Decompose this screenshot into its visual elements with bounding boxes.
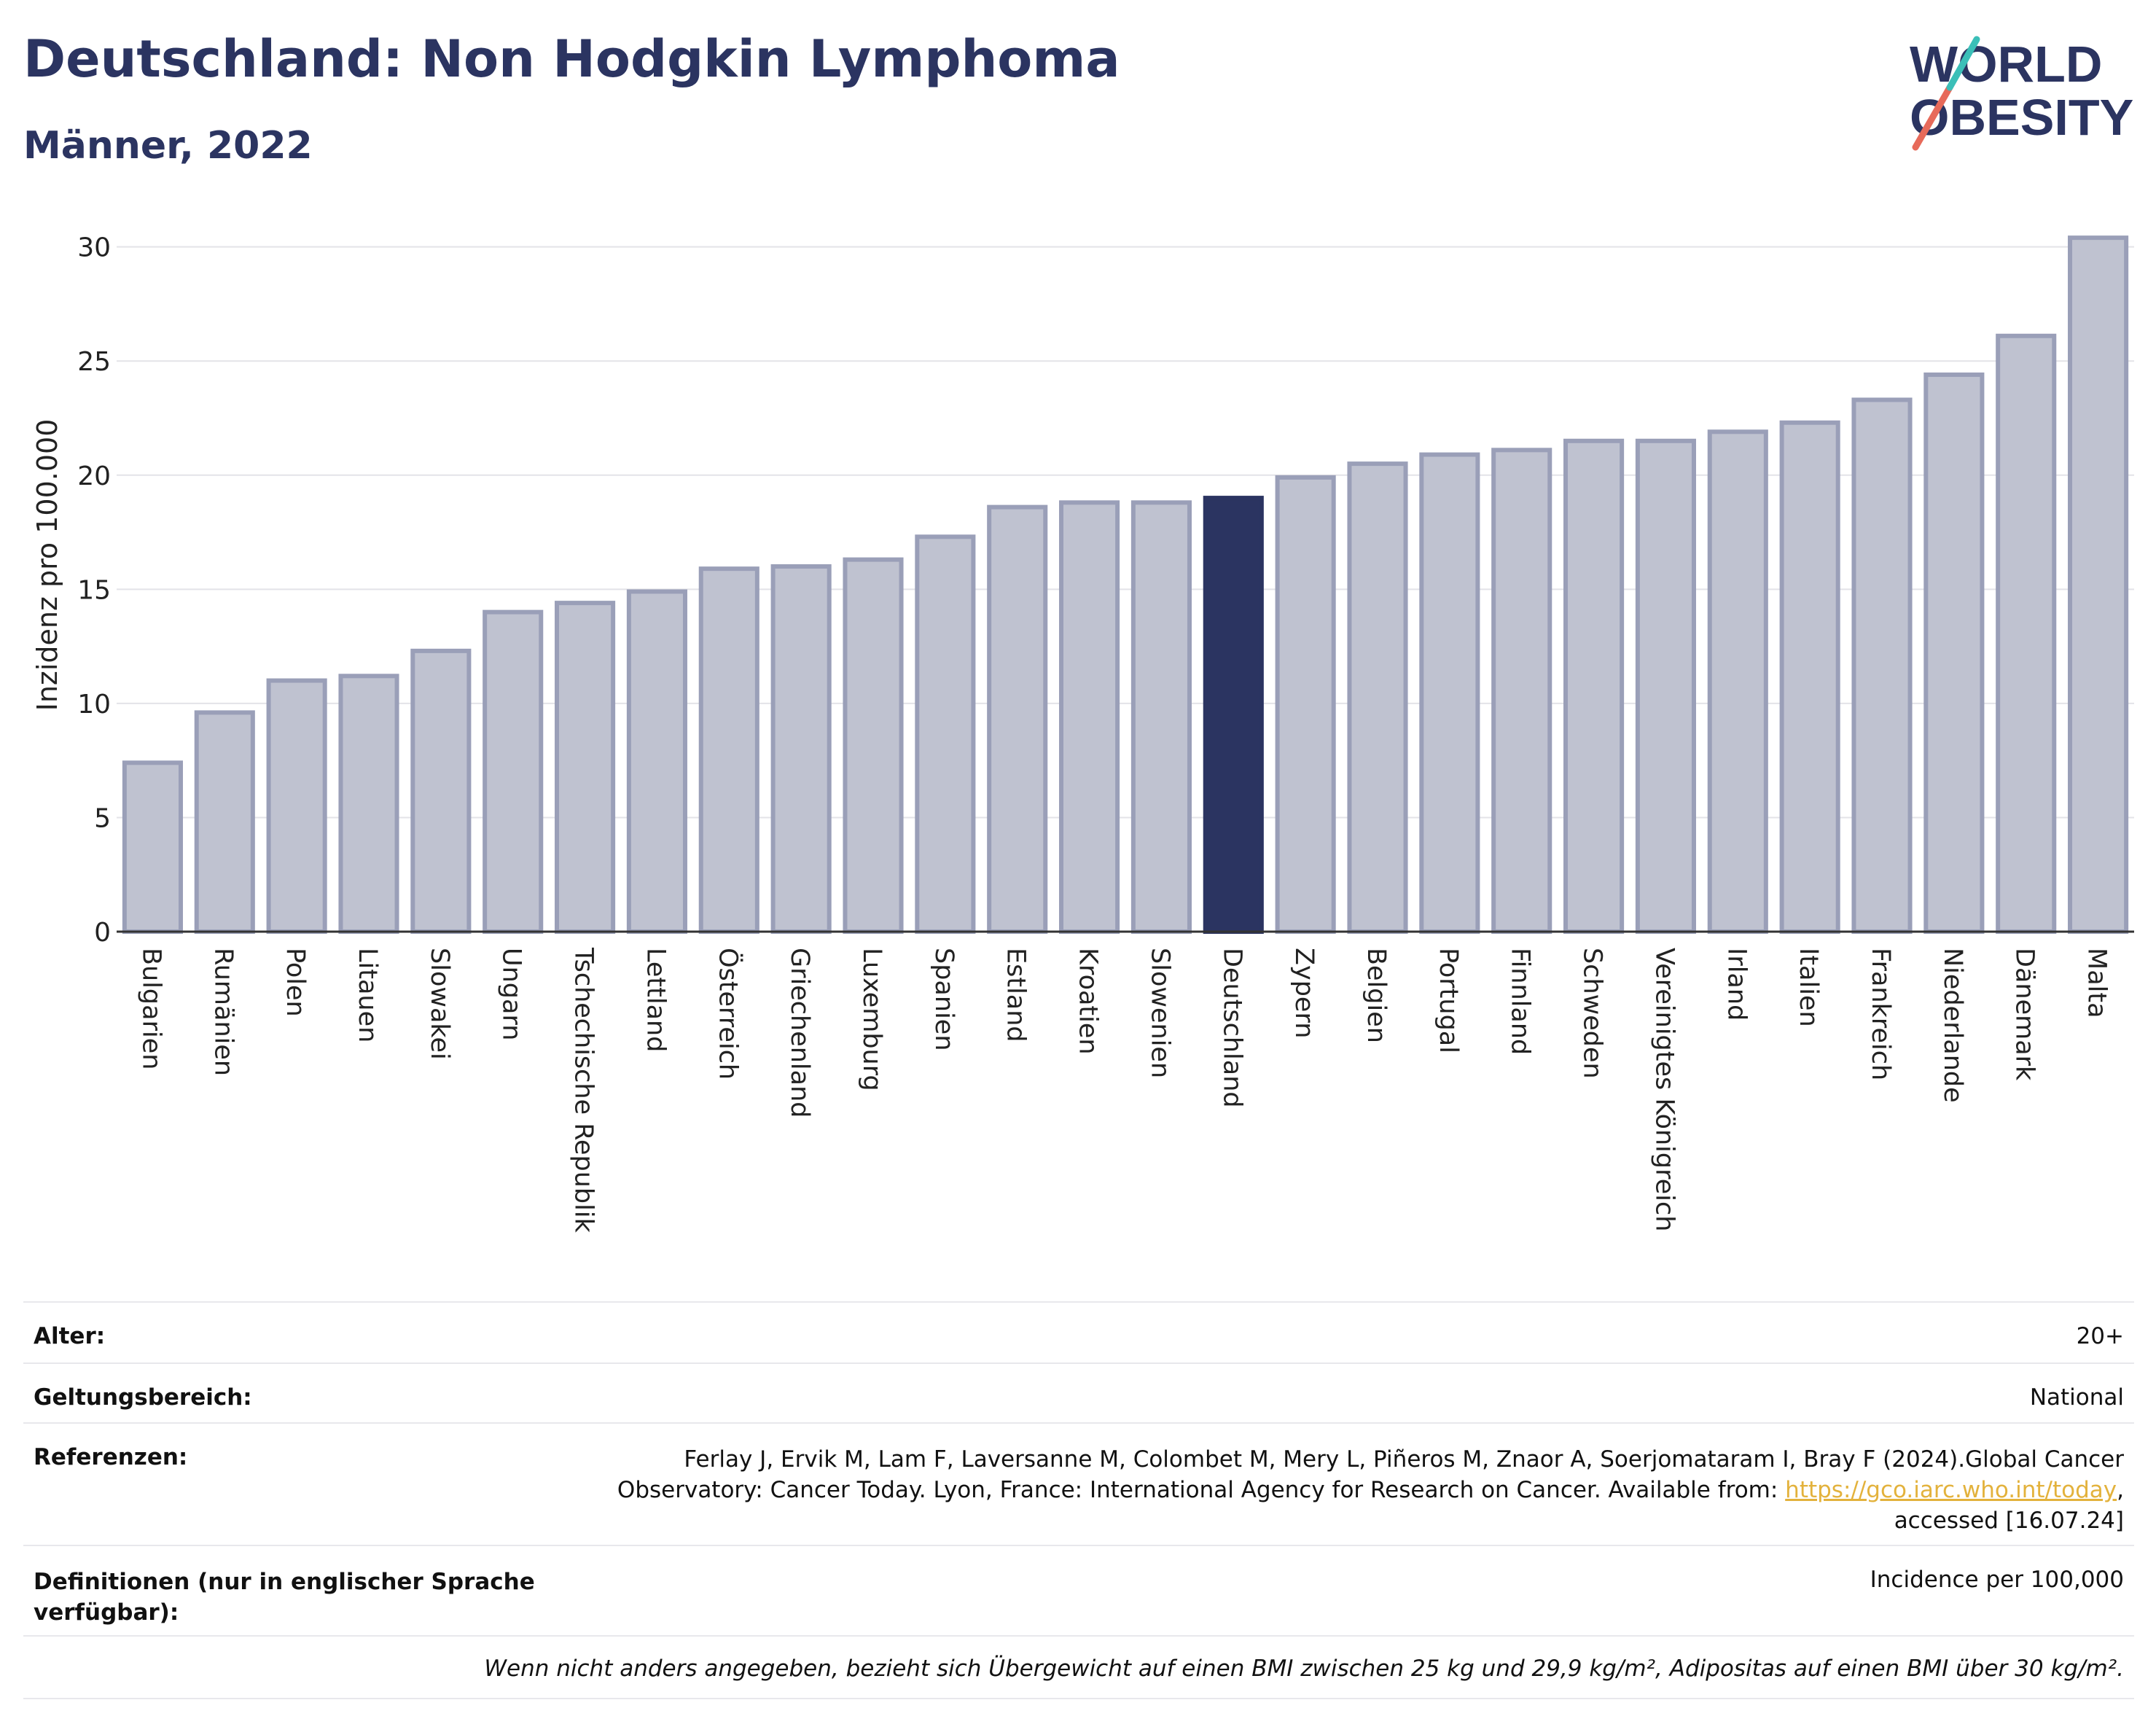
y-axis-label: Inzidenz pro 100.000	[31, 419, 63, 711]
bar-malta	[2068, 235, 2129, 934]
scope-label: Geltungsbereich:	[34, 1384, 252, 1411]
definitions-label-line-2: verfügbar):	[34, 1599, 179, 1626]
y-axis-ticks: 0 5 10 15 20 25 30	[77, 233, 111, 948]
bar-niederlande	[1923, 373, 1985, 934]
y-tick-label: 30	[77, 233, 111, 263]
x-tick-label: Ungarn	[497, 948, 526, 1040]
x-tick-label: Rumänien	[208, 948, 238, 1076]
x-tick-label: Belgien	[1362, 948, 1391, 1043]
x-tick-label: Niederlande	[1938, 948, 1967, 1103]
bar-luxemburg	[843, 557, 904, 934]
x-tick-label: Frankreich	[1866, 948, 1895, 1080]
bar-finnland	[1491, 448, 1552, 934]
bar-chart: 0 5 10 15 20 25 30 Bulgarien Rumänien Polen Litau…	[31, 233, 2134, 1233]
references-line-3: accessed [16.07.24]	[1894, 1508, 2124, 1534]
bar-italien	[1779, 420, 1840, 934]
bar-frankreich	[1851, 397, 1913, 934]
x-tick-label: Vereinigtes Königreich	[1649, 948, 1679, 1231]
metadata-table: Alter: 20+ Geltungsbereich: National Ref…	[23, 1301, 2134, 1709]
page-title: Deutschland: Non Hodgkin Lymphoma	[23, 29, 1120, 89]
bar-rumänien	[194, 710, 255, 934]
age-label: Alter:	[34, 1323, 106, 1349]
bar-griechenland	[770, 564, 832, 935]
bar-deutschland	[1203, 496, 1264, 934]
logo-slash-red	[1912, 84, 1953, 151]
x-tick-label: Griechenland	[785, 948, 814, 1118]
references-link[interactable]: https://gco.iarc.who.int/today	[1785, 1477, 2117, 1503]
meta-row-note: Wenn nicht anders angegeben, bezieht sic…	[23, 1635, 2134, 1699]
bar-estland	[987, 504, 1048, 934]
bar-bulgarien	[122, 760, 183, 934]
bar-österreich	[698, 566, 759, 934]
x-tick-label: Österreich	[713, 948, 743, 1080]
bar-belgien	[1347, 461, 1408, 934]
references-line-2: Observatory: Cancer Today. Lyon, France:…	[375, 1475, 2124, 1505]
x-tick-label: Litauen	[353, 948, 382, 1042]
x-tick-label: Portugal	[1434, 948, 1463, 1053]
bmi-note: Wenn nicht anders angegeben, bezieht sic…	[484, 1656, 2124, 1682]
x-tick-label: Polen	[281, 948, 310, 1017]
y-tick-label: 20	[77, 461, 111, 491]
references-value: Ferlay J, Ervik M, Lam F, Laversanne M, …	[375, 1444, 2124, 1536]
y-tick-label: 0	[94, 918, 111, 948]
x-tick-label: Lettland	[641, 948, 670, 1052]
bar-kroatien	[1059, 500, 1120, 934]
x-tick-label: Schweden	[1578, 948, 1607, 1079]
x-tick-label: Luxemburg	[857, 948, 886, 1091]
x-axis-labels: Bulgarien Rumänien Polen Litauen Slowakei Ung…	[136, 947, 2111, 1233]
bar-litauen	[338, 674, 399, 934]
x-tick-label: Italien	[1794, 948, 1823, 1027]
y-tick-label: 15	[77, 575, 111, 605]
x-tick-label: Kroatien	[1074, 948, 1103, 1055]
bar-vereinigtes-königreich	[1635, 438, 1696, 934]
bar-portugal	[1419, 452, 1480, 934]
x-tick-label: Bulgarien	[136, 948, 165, 1069]
bar-slowenien	[1130, 500, 1192, 934]
references-label: Referenzen:	[34, 1444, 188, 1470]
x-tick-label: Slowakei	[425, 948, 454, 1060]
definitions-label-line-1: Definitionen (nur in englischer Sprache	[34, 1569, 535, 1595]
y-tick-label: 25	[77, 347, 111, 377]
logo-slash-teal	[1946, 36, 1980, 91]
y-tick-label: 10	[77, 690, 111, 720]
bars	[122, 235, 2129, 935]
x-tick-label: Tschechische Republik	[569, 947, 598, 1233]
bar-dänemark	[1996, 333, 2057, 934]
bar-tschechische-republik	[555, 601, 616, 934]
bar-slowakei	[410, 648, 472, 934]
bar-zypern	[1275, 475, 1336, 934]
references-line-2-text: Observatory: Cancer Today. Lyon, France:…	[617, 1477, 1786, 1503]
meta-row-definitions: Definitionen (nur in englischer Sprache …	[23, 1545, 2134, 1637]
x-tick-label: Dänemark	[2010, 948, 2039, 1081]
meta-row-references: Referenzen: Ferlay J, Ervik M, Lam F, La…	[23, 1422, 2134, 1546]
definitions-label: Definitionen (nur in englischer Sprache …	[34, 1567, 535, 1628]
meta-row-age: Alter: 20+	[23, 1301, 2134, 1364]
x-tick-label: Zypern	[1289, 948, 1319, 1038]
x-tick-label: Finnland	[1506, 948, 1535, 1055]
x-tick-label: Deutschland	[1217, 948, 1246, 1108]
x-tick-label: Slowenien	[1145, 948, 1174, 1078]
y-tick-label: 5	[94, 803, 111, 833]
x-tick-label: Malta	[2082, 948, 2112, 1018]
bar-ungarn	[483, 609, 544, 934]
bar-irland	[1707, 429, 1768, 934]
references-line-1: Ferlay J, Ervik M, Lam F, Laversanne M, …	[684, 1446, 2124, 1473]
x-tick-label: Spanien	[929, 948, 958, 1051]
page-subtitle: Männer, 2022	[23, 124, 313, 168]
meta-row-scope: Geltungsbereich: National	[23, 1362, 2134, 1424]
definitions-value: Incidence per 100,000	[1870, 1567, 2124, 1593]
scope-value: National	[2029, 1384, 2124, 1411]
references-line-2-end: ,	[2117, 1477, 2124, 1503]
age-value: 20+	[2076, 1323, 2124, 1349]
world-obesity-logo: WORLD OBESITY	[1910, 36, 2133, 151]
x-tick-label: Irland	[1722, 948, 1751, 1021]
x-tick-label: Estland	[1001, 948, 1031, 1042]
bar-polen	[266, 678, 327, 935]
bar-lettland	[626, 589, 687, 935]
bar-schweden	[1563, 438, 1625, 934]
logo-text-world: WORLD	[1910, 36, 2102, 93]
bar-spanien	[915, 534, 976, 934]
